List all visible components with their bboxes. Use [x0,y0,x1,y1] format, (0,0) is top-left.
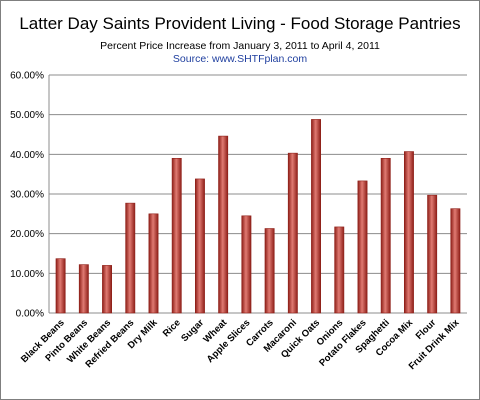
y-tick-label: 60.00% [10,71,44,82]
bar [334,226,345,314]
chart-title: Latter Day Saints Provident Living - Foo… [19,14,461,33]
y-tick-label: 0.00% [16,309,44,320]
bar [195,178,205,314]
y-tick-label: 20.00% [10,229,44,240]
bar [102,265,112,314]
bar [264,228,275,314]
bar [380,158,391,314]
bar [78,264,89,314]
bar [148,213,159,314]
chart-subtitle: Percent Price Increase from January 3, 2… [100,40,380,52]
bar [403,151,414,314]
bar [450,208,461,314]
bar [287,152,298,314]
x-tick-label: Sugar [179,317,206,344]
bar [171,158,182,314]
axes [48,75,467,314]
bar [311,119,321,314]
chart-source: Source: www.SHTFplan.com [172,53,308,65]
bar [55,258,66,314]
bar [125,202,136,314]
y-tick-label: 10.00% [10,269,44,280]
y-tick-label: 50.00% [10,110,44,121]
bar [427,194,438,314]
bar [241,215,252,314]
y-tick-label: 30.00% [10,190,44,201]
y-tick-label: 40.00% [10,150,44,161]
y-tick-labels: 0.00% 10.00% 20.00% 30.00% 40.00% 50.00% 60.00… [10,71,44,320]
bar [218,135,229,314]
gridlines [49,74,467,274]
bar [357,180,368,314]
bars [55,119,461,314]
